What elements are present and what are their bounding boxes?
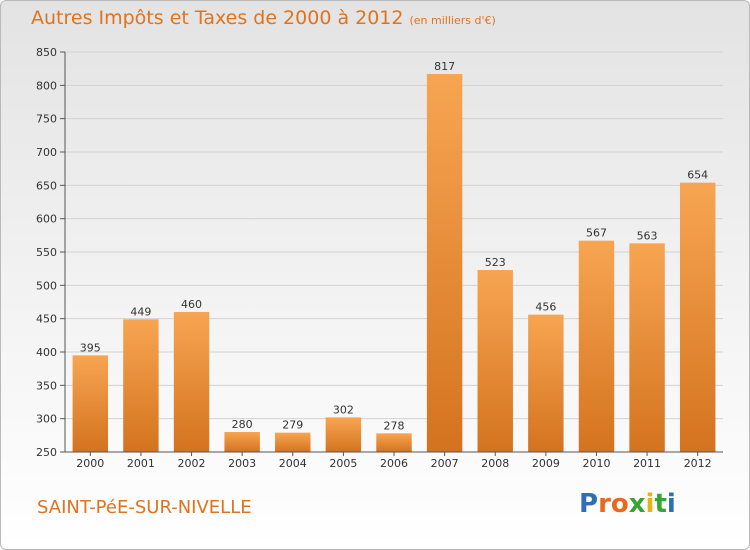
x-tick-label: 2000 [76, 457, 104, 470]
bar [325, 417, 362, 452]
y-tick-label: 500 [36, 279, 57, 292]
logo-letter: i [645, 489, 655, 519]
data-label: 278 [384, 419, 405, 432]
data-label: 654 [687, 169, 708, 182]
y-tick-label: 400 [36, 346, 57, 359]
data-label: 280 [232, 418, 253, 431]
x-tick-label: 2010 [582, 457, 610, 470]
bar [477, 270, 513, 452]
x-tick-label: 2011 [633, 457, 661, 470]
proxiti-logo: Proxiti [579, 489, 676, 519]
bar [376, 433, 412, 452]
y-tick-label: 250 [36, 446, 57, 459]
x-tick-label: 2002 [178, 457, 206, 470]
logo-letter: x [628, 489, 646, 519]
logo-letter: r [598, 489, 611, 519]
bar [123, 319, 159, 452]
bar [528, 314, 564, 452]
bar [629, 243, 665, 452]
y-tick-label: 850 [36, 46, 57, 59]
grid [65, 51, 723, 453]
data-label: 523 [485, 256, 506, 269]
logo-letter: i [666, 489, 676, 519]
y-tick-label: 550 [36, 246, 57, 259]
x-tick-label: 2005 [329, 457, 357, 470]
chart-title-text: Autres Impôts et Taxes de 2000 à 2012 [31, 7, 404, 29]
axes: 250 300 350 400 450 500 550 600 650 700 750 800 850 2… [36, 46, 723, 470]
x-tick-label: 2004 [279, 457, 307, 470]
x-tick-label: 2008 [481, 457, 509, 470]
x-tick-label: 2003 [228, 457, 256, 470]
x-tick-label: 2012 [684, 457, 712, 470]
x-tick-label: 2006 [380, 457, 408, 470]
bar [426, 74, 463, 452]
data-label: 302 [333, 403, 354, 416]
bar [679, 182, 716, 452]
y-tick-label: 700 [36, 146, 57, 159]
y-tick-label: 600 [36, 213, 57, 226]
y-tick-label: 650 [36, 179, 57, 192]
data-label: 563 [637, 229, 658, 242]
y-tick-label: 450 [36, 313, 57, 326]
x-tick-label: 2007 [431, 457, 459, 470]
data-label: 460 [181, 298, 202, 311]
chart-unit: (en milliers d'€) [409, 14, 496, 27]
x-tick-label: 2001 [127, 457, 155, 470]
y-tick-label: 300 [36, 413, 57, 426]
data-label: 395 [80, 341, 101, 354]
logo-letter: P [579, 489, 599, 519]
data-label: 449 [130, 305, 151, 318]
x-tick-label: 2009 [532, 457, 560, 470]
y-tick-label: 750 [36, 113, 57, 126]
y-tick-label: 350 [36, 379, 57, 392]
bar [224, 432, 260, 452]
bar [72, 355, 109, 452]
logo-letter: t [654, 489, 667, 519]
data-label: 279 [282, 419, 303, 432]
bar [578, 240, 615, 452]
logo-letter: o [610, 489, 629, 519]
commune-name: SAINT-PéE-SUR-NIVELLE [37, 497, 252, 518]
bars: 395 449 460 280 279 302 278 817 523 456 567 563 654 [72, 60, 716, 452]
bar [275, 432, 311, 452]
y-tick-label: 800 [36, 79, 57, 92]
data-label: 456 [535, 301, 556, 314]
bar [173, 312, 210, 452]
data-label: 567 [586, 227, 607, 240]
data-label: 817 [434, 60, 455, 73]
chart-title: Autres Impôts et Taxes de 2000 à 2012 (en… [31, 7, 496, 29]
